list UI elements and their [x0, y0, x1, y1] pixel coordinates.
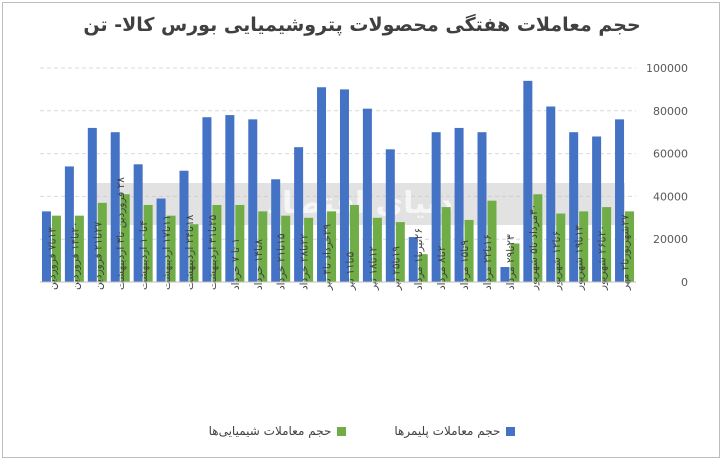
bar-chemicals — [395, 222, 405, 282]
bar-polymers — [569, 132, 579, 282]
x-tick-label: ۱۹تا۲۵ تیر — [390, 246, 402, 291]
bar-chemicals — [625, 211, 635, 282]
x-tick-label: ۲۲تا۲۸ خرداد — [299, 233, 311, 290]
x-tick-label: ۲۰تا۱۴ فروردین — [69, 221, 81, 290]
bar-chemicals — [441, 207, 451, 282]
bar-chemicals — [418, 254, 428, 282]
bar-chemicals — [258, 211, 268, 282]
bar-polymers — [271, 179, 281, 282]
x-tick-label: ۲۶تیرتا۱ مرداد — [413, 228, 425, 290]
bar-chemicals — [304, 217, 314, 282]
bar-polymers — [248, 119, 258, 282]
y-tick-label: 100000 — [646, 62, 688, 75]
x-tick-label: ۱۸تا۲۴ اردیبهشت — [184, 214, 196, 290]
bar-polymers — [454, 127, 464, 282]
x-tick-label: ۲تا۸ مرداد — [436, 245, 448, 290]
bar-polymers — [339, 89, 349, 283]
x-tick-label: ۲۸ فروردین تا۳ اردیبهشت — [115, 177, 127, 290]
x-tick-label: ۶تا۱۲ شهریور — [551, 231, 563, 291]
bar-chemicals — [281, 215, 291, 282]
chart-legend: حجم معاملات پلیمرها حجم معاملات شیمیایی‌… — [0, 424, 724, 438]
bar-polymers — [385, 149, 395, 282]
x-tick-label: ۱۲تا۱۸ تیر — [367, 246, 379, 291]
x-tick-label: ۲۹خرداد تا۴ تیر — [322, 223, 334, 291]
y-tick-label: 80000 — [653, 105, 688, 118]
bar-polymers — [592, 136, 602, 282]
bar-polymers — [179, 170, 189, 282]
chart-title: حجم معاملات هفتگی محصولات پتروشیمیایی بو… — [83, 14, 641, 36]
bar-polymers — [408, 237, 418, 282]
x-tick-label: ۴تا۱۰ اردیبهشت — [138, 220, 150, 290]
bar-chemicals — [464, 219, 474, 282]
bar-polymers — [110, 132, 120, 282]
bar-chemicals — [510, 243, 520, 282]
x-tick-label: ۱۳تا۱۹ شهریور — [574, 225, 586, 291]
x-tick-label: ۱۳تا۷ فروردین — [46, 227, 58, 290]
x-tick-label: ۲۷شهریورتا۲ مهر — [620, 214, 632, 291]
legend-swatch-polymers — [506, 426, 516, 436]
legend-item-chemicals: حجم معاملات شیمیایی‌ها — [209, 424, 347, 438]
x-tick-label: ۱ تا ۷ خرداد — [230, 238, 242, 290]
bar-chemicals — [533, 194, 543, 282]
bar-polymers — [64, 166, 74, 282]
bar-polymers — [317, 87, 327, 282]
bar-polymers — [500, 267, 510, 282]
x-tick-label: ۲۵تا۳۱ اردیبهشت — [207, 214, 219, 290]
legend-swatch-chemicals — [337, 426, 347, 436]
bar-chemicals — [579, 211, 589, 282]
bar-chemicals — [327, 211, 337, 282]
x-tick-label: ۱۱تا۱۷ اردیبهشت — [161, 215, 173, 290]
bar-polymers — [615, 119, 625, 282]
bar-chemicals — [235, 204, 245, 282]
bar-polymers — [546, 106, 556, 283]
bar-polymers — [87, 127, 97, 282]
x-tick-label: ۹تا۱۵ مرداد — [459, 240, 471, 290]
bar-chemicals — [97, 202, 107, 282]
bar-chemicals — [556, 213, 566, 282]
legend-label-polymers: حجم معاملات پلیمرها — [394, 424, 501, 438]
legend-label-chemicals: حجم معاملات شیمیایی‌ها — [208, 424, 332, 438]
bar-chemicals — [487, 200, 497, 282]
x-tick-label: ۸تا۱۴ خرداد — [253, 239, 265, 290]
y-tick-label: 20000 — [653, 233, 688, 246]
bar-polymers — [523, 80, 533, 282]
bar-chemicals — [189, 224, 199, 282]
x-tick-label: ۲۳تا۲۹ مرداد — [505, 234, 517, 290]
bar-chemicals — [51, 215, 61, 282]
y-tick-label: 40000 — [653, 190, 688, 203]
bar-chemicals — [120, 194, 130, 282]
bar-chemicals — [74, 215, 84, 282]
bar-chemicals — [143, 204, 153, 282]
x-tick-label: ۳۰مرداد تا۵ شهریور — [528, 204, 540, 291]
bar-polymers — [156, 198, 166, 282]
y-tick-label: 0 — [681, 276, 688, 289]
bar-polymers — [41, 211, 51, 282]
x-tick-label: ۱۶تا۲۲ مرداد — [482, 234, 494, 290]
bar-chemicals — [349, 204, 359, 282]
x-tick-label: ۵تا۱۱ تیر — [344, 251, 356, 291]
bar-chemicals — [602, 207, 612, 282]
bar-chemicals — [212, 204, 222, 282]
x-tick-label: ۲۷تا۲۱ فروردین — [92, 221, 104, 290]
bar-chemicals — [372, 217, 382, 282]
bar-polymers — [133, 164, 143, 282]
bar-polymers — [294, 147, 304, 282]
bar-polymers — [477, 132, 487, 282]
bar-polymers — [202, 117, 212, 282]
legend-item-polymers: حجم معاملات پلیمرها — [394, 424, 516, 438]
bar-chemicals — [166, 215, 176, 282]
bar-polymers — [431, 132, 441, 282]
x-tick-label: ۲۰تا۲۶ شهریور — [597, 225, 609, 291]
x-tick-label: ۱۵تا۲۱ خرداد — [276, 233, 288, 290]
bar-polymers — [362, 108, 372, 282]
y-tick-label: 60000 — [653, 148, 688, 161]
bar-polymers — [225, 115, 235, 282]
